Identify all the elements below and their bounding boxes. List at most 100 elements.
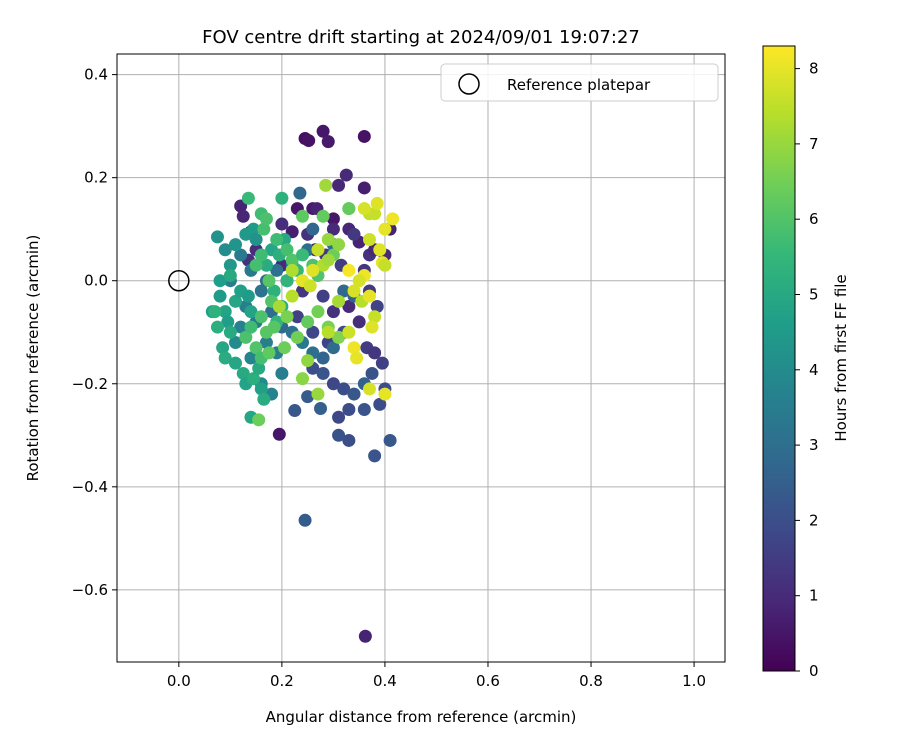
data-point xyxy=(254,284,268,298)
data-point xyxy=(347,341,361,355)
data-point xyxy=(347,227,361,241)
data-point xyxy=(321,325,335,339)
data-point xyxy=(295,372,309,386)
data-point xyxy=(378,387,392,401)
data-point xyxy=(259,258,273,272)
data-point xyxy=(332,410,346,424)
colorbar-label: Hours from first FF file xyxy=(832,274,850,441)
data-point xyxy=(337,284,351,298)
legend-box xyxy=(440,63,719,102)
data-point xyxy=(301,315,315,329)
plot-frame xyxy=(116,53,726,663)
colorbar-tick-label: 3 xyxy=(809,436,819,454)
data-point xyxy=(306,325,320,339)
data-point xyxy=(375,356,389,370)
data-point xyxy=(295,248,309,262)
data-point xyxy=(252,361,266,375)
data-point xyxy=(368,346,382,360)
data-point xyxy=(306,263,320,277)
data-point xyxy=(229,238,243,252)
data-point xyxy=(259,212,273,226)
plot-background xyxy=(117,54,725,662)
data-point xyxy=(236,209,250,223)
data-point xyxy=(370,196,384,210)
data-point xyxy=(342,202,356,216)
data-point xyxy=(370,299,384,313)
data-point xyxy=(285,253,299,267)
data-point xyxy=(373,243,387,257)
data-point xyxy=(208,305,222,319)
data-point xyxy=(249,341,263,355)
data-point xyxy=(280,243,294,257)
data-point xyxy=(302,134,316,148)
colorbar-tick-label: 4 xyxy=(809,361,819,379)
data-point xyxy=(257,392,271,406)
data-point xyxy=(362,382,376,396)
data-point xyxy=(218,305,232,319)
data-point xyxy=(223,258,237,272)
data-point xyxy=(332,238,346,252)
data-point xyxy=(290,330,304,344)
data-point xyxy=(342,299,356,313)
data-point xyxy=(319,178,333,192)
data-point xyxy=(357,202,371,216)
data-point xyxy=(267,320,281,334)
data-point xyxy=(326,305,340,319)
data-point xyxy=(275,366,289,380)
data-point xyxy=(339,168,353,182)
data-point xyxy=(352,274,366,288)
data-point xyxy=(229,294,243,308)
data-point xyxy=(337,382,351,396)
x-tick-label: 1.0 xyxy=(682,672,706,690)
data-point xyxy=(221,315,235,329)
y-tick-label: 0.0 xyxy=(84,272,108,290)
data-point xyxy=(223,269,237,283)
data-point xyxy=(332,428,346,442)
data-point xyxy=(332,178,346,192)
data-point xyxy=(368,207,382,221)
data-point xyxy=(301,354,315,368)
data-point xyxy=(342,263,356,277)
x-tick-label: 0.6 xyxy=(476,672,500,690)
reference-marker xyxy=(168,269,190,292)
data-point xyxy=(347,284,361,298)
plot-area xyxy=(116,53,726,663)
y-axis-ticks: 0.4 0.2 0.0 −0.2 −0.4 −0.6 xyxy=(72,66,117,599)
data-point xyxy=(342,403,356,417)
data-point xyxy=(352,315,366,329)
data-point xyxy=(303,279,317,293)
y-tick-label: −0.4 xyxy=(72,478,108,496)
data-point xyxy=(295,209,309,223)
data-point xyxy=(316,289,330,303)
data-point xyxy=(311,305,325,319)
data-point xyxy=(365,320,379,334)
data-point xyxy=(223,325,237,339)
colorbar-tick-label: 2 xyxy=(809,511,819,529)
y-tick-label: 0.4 xyxy=(84,66,108,84)
data-point xyxy=(213,289,227,303)
data-point xyxy=(368,449,382,463)
colorbar-tick-label: 6 xyxy=(809,210,819,228)
colorbar-strip xyxy=(762,45,796,672)
y-tick-label: −0.6 xyxy=(72,581,108,599)
data-point xyxy=(342,325,356,339)
data-point xyxy=(241,289,255,303)
data-point xyxy=(247,372,261,386)
data-point xyxy=(218,351,232,365)
colorbar-tick-label: 7 xyxy=(809,135,819,153)
data-point xyxy=(280,274,294,288)
data-point xyxy=(378,258,392,272)
data-point xyxy=(249,258,263,272)
data-point xyxy=(326,212,340,226)
data-point xyxy=(311,243,325,257)
data-point xyxy=(218,243,232,257)
data-point xyxy=(234,248,248,262)
data-point xyxy=(216,341,230,355)
data-point xyxy=(347,387,361,401)
data-point xyxy=(362,232,376,246)
legend-marker-icon xyxy=(458,73,480,95)
data-point xyxy=(249,232,263,246)
data-point xyxy=(244,320,258,334)
data-point xyxy=(270,263,284,277)
